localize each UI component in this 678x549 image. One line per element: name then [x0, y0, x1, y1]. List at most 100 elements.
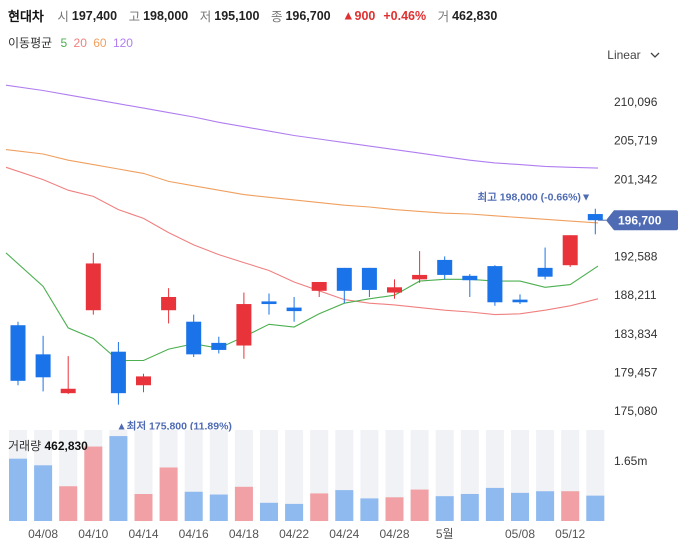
ma-legend-20[interactable]: 20 [73, 36, 87, 50]
candle-body [211, 342, 227, 350]
last-price-tag [606, 210, 678, 231]
candle-body [412, 274, 428, 280]
scale-dropdown-value: Linear [607, 48, 641, 62]
candle-body [286, 307, 302, 312]
moving-average-legend: 이동평균 5 20 60 120 [8, 34, 138, 51]
candle-body [336, 267, 352, 291]
volume-bar [59, 486, 78, 521]
last-price-tag-label: 196,700 [618, 214, 662, 228]
candle-body [161, 296, 177, 311]
high-label: 고 [128, 10, 141, 24]
volume-bar [109, 436, 128, 521]
price-tick-label: 179,457 [614, 365, 658, 379]
price-tick-label: 210,096 [614, 95, 658, 109]
candle-body [236, 304, 252, 346]
candle-body [10, 325, 26, 381]
volume-bar [435, 496, 454, 521]
candle-body [562, 235, 578, 266]
open-value: 197,400 [71, 8, 118, 23]
moving-average-line-ma60 [5, 149, 599, 224]
moving-average-line-ma20 [5, 166, 599, 316]
volume-column-background [360, 430, 379, 521]
price-tick-label: 175,080 [614, 404, 658, 418]
volume-panel-value: 462,830 [44, 439, 88, 453]
volume-bar [410, 489, 429, 521]
low-annotation: ▲최저 175,800 (11.89%) [116, 420, 232, 433]
ma-legend-60[interactable]: 60 [93, 36, 107, 50]
candle-body [186, 321, 202, 355]
candle-body [136, 376, 151, 386]
low-value: 195,100 [214, 8, 260, 23]
x-tick-label: 05/08 [505, 527, 535, 541]
candle-body [462, 275, 478, 281]
volume-bar [285, 503, 304, 521]
candle-body [261, 301, 277, 305]
x-tick-label: 04/24 [329, 527, 359, 541]
candle-body [537, 267, 553, 277]
volume-panel-title: 거래량 [8, 439, 42, 453]
candle-body [110, 351, 126, 394]
ma-legend-label: 이동평균 [8, 36, 53, 50]
candle-body [437, 259, 453, 275]
x-tick-label: 04/28 [379, 527, 409, 541]
change-percent: +0.46% [383, 8, 427, 23]
x-tick-label: 04/14 [128, 527, 158, 541]
price-tick-label: 201,342 [614, 172, 658, 186]
high-annotation: 최고 198,000 (-0.66%)▼ [478, 191, 592, 204]
low-label: 저 [199, 10, 212, 24]
price-tick-label: 192,588 [614, 250, 658, 264]
volume-bar [335, 490, 354, 521]
volume-axis-label: 1.65m [614, 454, 647, 468]
high-value: 198,000 [143, 8, 189, 23]
candle-body [361, 267, 377, 290]
volume-bar [485, 487, 504, 521]
stock-name: 현대차 [8, 9, 44, 24]
x-tick-label: 04/10 [78, 527, 108, 541]
change-value: 900 [354, 8, 376, 23]
candle-body [311, 281, 327, 291]
price-tick-label: 183,834 [614, 327, 658, 341]
volume-panel-label: 거래량 462,830 [8, 437, 88, 454]
close-value: 196,700 [285, 8, 331, 23]
moving-average-line-ma120 [5, 84, 599, 169]
volume-column-background [260, 430, 278, 521]
x-tick-label: 5월 [436, 527, 454, 541]
stock-header: 현대차 시 197,400 고 198,000 저 195,100 종 196,700 … [8, 6, 505, 25]
x-tick-label: 04/16 [179, 527, 209, 541]
change-up-icon: ▲ [342, 8, 355, 23]
volume-bar [34, 465, 53, 521]
volume-bar [209, 494, 228, 521]
open-label: 시 [57, 10, 69, 24]
candle-body [85, 263, 101, 311]
volume-bar [134, 493, 153, 521]
volume-column-background [285, 430, 304, 521]
volume-bar [561, 491, 580, 521]
x-tick-label: 04/18 [229, 527, 259, 541]
volume-bar [310, 493, 329, 521]
candle-body [35, 354, 51, 378]
scale-dropdown[interactable]: Linear [607, 48, 660, 62]
volume-bar [511, 492, 529, 521]
volume-bar [536, 491, 555, 521]
volume-bar [586, 495, 605, 521]
volume-bar [84, 446, 103, 521]
candle-body [512, 299, 528, 303]
volume-label: 거 [437, 10, 450, 24]
chevron-down-icon [650, 47, 660, 61]
volume-bar [184, 491, 203, 521]
volume-value: 462,830 [452, 8, 498, 23]
volume-bar [360, 498, 379, 521]
candle-body [60, 388, 76, 394]
volume-bar [234, 486, 253, 521]
volume-bar [385, 497, 404, 521]
price-tick-label: 205,719 [614, 134, 658, 148]
volume-bar [159, 467, 178, 521]
candle-body [387, 287, 402, 293]
price-tick-label: 188,211 [614, 288, 657, 302]
x-tick-label: 05/12 [555, 527, 585, 541]
volume-bar [460, 493, 479, 521]
ma-legend-5[interactable]: 5 [60, 36, 68, 50]
volume-bar [9, 458, 27, 521]
ma-legend-120[interactable]: 120 [112, 36, 133, 50]
